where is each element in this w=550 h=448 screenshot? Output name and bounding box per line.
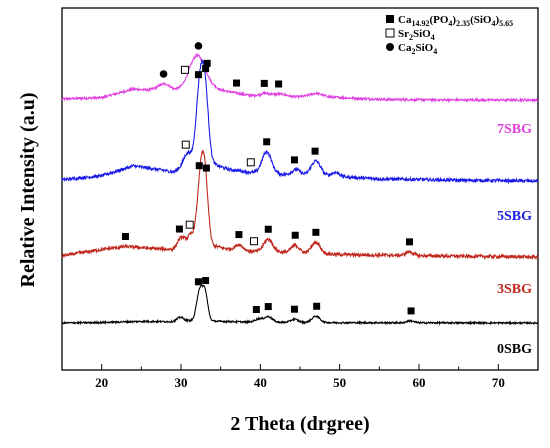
legend-marker-filled-square [386, 15, 394, 23]
phase-marker-filled-square [311, 147, 319, 155]
series-label-5sbg: 5SBG [497, 209, 532, 224]
legend-text-part: (SiO [470, 14, 492, 26]
legend-subscript: 4 [448, 19, 452, 28]
x-tick-label: 40 [254, 375, 267, 390]
legend-label-ca2sio4: Ca2SiO4 [398, 42, 437, 56]
phase-marker-filled-circle [194, 42, 203, 50]
series-line-0sbg [61, 284, 539, 326]
phase-marker-open-square [246, 158, 255, 167]
legend-subscript: 2 [411, 47, 415, 56]
phase-marker-open-square [181, 140, 190, 149]
series-label-3sbg: 3SBG [497, 282, 532, 297]
phase-marker-filled-square [260, 79, 268, 87]
legend-marker-open-square [385, 28, 395, 38]
legend-subscript: 4 [431, 33, 435, 42]
legend-text-part: Ca [398, 42, 412, 54]
legend-subscript: 2.35 [456, 19, 470, 28]
x-axis: 20 30 40 50 60 70 [61, 364, 539, 390]
phase-marker-filled-square [312, 228, 320, 236]
series-layer: 7SBG 5SBG 3SBG 0SBG [61, 52, 539, 357]
x-tick-label: 60 [413, 375, 426, 390]
phase-marker-filled-square [264, 225, 272, 233]
phase-marker-filled-square [263, 138, 271, 146]
series-line-5sbg [61, 58, 539, 185]
legend-text-part: (PO [429, 14, 448, 26]
x-tick-label: 70 [492, 375, 505, 390]
legend-label-ca_phosphosilicate: Ca14.92(PO4)2.35(SiO4)5.65 [398, 14, 513, 28]
phase-marker-filled-square [275, 80, 283, 88]
legend-text-part: ) [452, 14, 456, 26]
phase-marker-open-square [180, 65, 189, 74]
legend-text-part: SiO [415, 42, 433, 54]
legend-subscript: 5.65 [499, 19, 513, 28]
phase-marker-filled-square [290, 305, 298, 313]
x-tick-label: 20 [95, 375, 108, 390]
phase-marker-filled-square [121, 233, 129, 240]
phase-marker-filled-square [175, 225, 183, 233]
legend-text-part: SiO [413, 28, 431, 40]
legend-text-part: Sr [398, 28, 409, 40]
phase-marker-filled-square [194, 278, 202, 286]
x-tick-label: 30 [175, 375, 188, 390]
phase-marker-filled-square [203, 59, 211, 67]
x-tick-label: 50 [333, 375, 346, 390]
plot-frame [61, 7, 539, 371]
series-label-0sbg: 0SBG [497, 342, 532, 357]
phase-marker-filled-square [202, 277, 210, 285]
phase-marker-filled-square [290, 156, 298, 164]
phase-marker-open-square [249, 237, 258, 246]
phase-marker-filled-square [407, 307, 415, 315]
phase-marker-filled-square [235, 231, 243, 239]
phase-marker-open-square [185, 220, 194, 229]
phase-marker-filled-circle [159, 70, 168, 78]
legend-subscript: 4 [491, 19, 495, 28]
phase-marker-filled-square [252, 305, 260, 313]
series-line-3sbg [61, 149, 539, 261]
series-label-7sbg: 7SBG [497, 122, 532, 137]
phase-marker-filled-square [405, 238, 413, 246]
legend-text-part: Ca [398, 14, 412, 26]
legend-subscript: 14.92 [411, 19, 429, 28]
legend-label-sr2sio4: Sr2SiO4 [398, 28, 435, 42]
legend-marker-filled-circle [386, 43, 394, 51]
phase-marker-filled-square [195, 162, 203, 170]
phase-marker-filled-square [233, 79, 241, 87]
legend-text-part: ) [495, 14, 499, 26]
phase-marker-filled-square [202, 65, 210, 73]
series-line-7sbg [61, 52, 539, 104]
phase-marker-filled-square [194, 71, 202, 79]
legend-subscript: 4 [433, 47, 437, 56]
phase-marker-filled-square [313, 302, 321, 310]
phase-marker-filled-square [202, 164, 210, 172]
marker-layer [121, 42, 415, 315]
x-axis-title: 2 Theta (drgree) [230, 413, 369, 435]
y-axis-title: Relative Intensity (a.u) [17, 93, 39, 288]
phase-marker-filled-square [264, 303, 272, 311]
legend-subscript: 2 [409, 33, 413, 42]
phase-marker-filled-square [291, 231, 299, 239]
